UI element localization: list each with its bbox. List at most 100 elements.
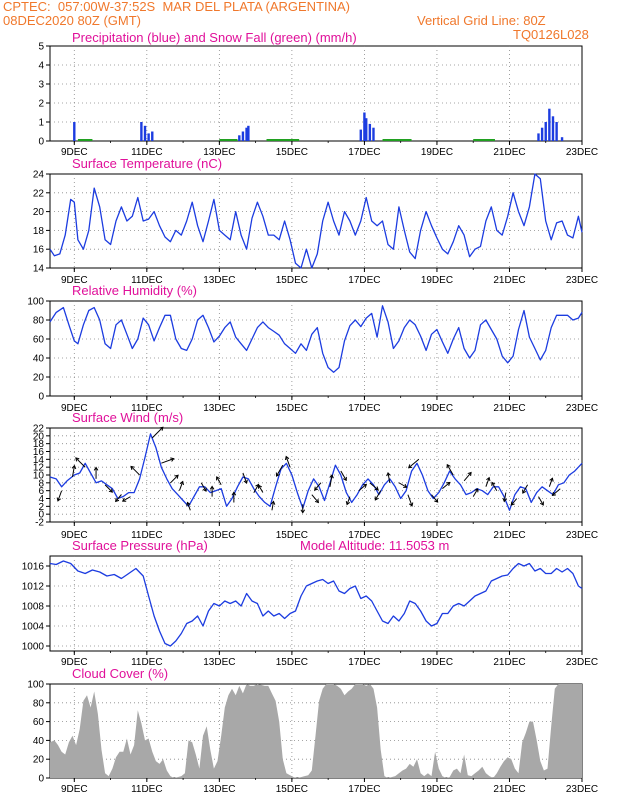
wind-arrow-head [539,501,544,506]
wind-arrow [187,502,191,511]
y-tick-label: -2 [35,518,44,529]
x-tick-label: 17DEC [348,657,380,668]
wind-arrow [446,464,454,476]
wind-arrow-head [408,502,414,507]
precip-bar [143,125,147,141]
y-tick-label: 40 [33,354,45,365]
panel-title: Surface Wind (m/s) [72,410,183,425]
precip-bar [365,118,368,141]
y-tick-label: 22 [33,424,45,435]
y-tick-label: 20 [33,373,45,384]
y-tick-label: 16 [33,447,45,458]
wind-arrow-head [510,501,515,506]
precip-bar [73,122,76,141]
x-tick-label: 11DEC [131,657,163,668]
wind-arrow [548,478,553,487]
y-tick-label: 6 [38,486,44,497]
precip-bar [548,108,551,141]
y-tick-label: 20 [33,431,45,442]
snow-bar [382,139,412,141]
x-tick-label: 11DEC [131,403,163,414]
x-tick-label: 21DEC [493,530,525,541]
wind-arrow [258,485,264,493]
wind-arrow [503,492,507,502]
wind-arrow-head [75,457,80,462]
wind-arrow-head [314,498,319,504]
x-tick-label: 17DEC [348,403,380,414]
x-tick-label: 15DEC [276,530,308,541]
precip-bar [544,122,547,141]
wind-arrow-head [275,472,280,477]
y-tick-label: 1012 [22,582,45,593]
panel-frame [49,300,583,397]
grid-line-note: Vertical Grid Line: 80Z [417,13,546,28]
snow-bar [473,139,495,141]
y-tick-label: 1008 [22,602,45,613]
wind-arrow-head [108,488,113,493]
x-tick-label: 17DEC [348,147,380,158]
wind-arrow [151,426,164,439]
wind-arrow [57,490,63,502]
wind-arrow [463,472,472,482]
wind-arrow [200,482,207,492]
wind-arrow [398,482,407,488]
wind-arrow-head [270,500,276,505]
wind-arrow [369,482,379,491]
x-tick-label: 13DEC [203,657,235,668]
wind-arrow-head [71,464,77,470]
panel-title: Cloud Cover (%) [72,666,168,681]
series-line [49,173,583,269]
y-tick-label: 18 [33,226,45,237]
wind-arrow [329,474,333,487]
wind-arrow-head [130,465,135,470]
x-tick-label: 13DEC [203,530,235,541]
x-tick-label: 19DEC [421,275,453,286]
panel-title: Relative Humidity (%) [72,283,197,298]
precip-bar [537,133,540,141]
x-tick-label: 9DEC [61,784,88,795]
wind-arrow [216,476,222,485]
wind-arrow [242,472,248,484]
wind-arrow [346,496,351,505]
y-tick-label: 24 [33,170,45,181]
x-tick-label: 15DEC [276,784,308,795]
wind-arrow-head [522,489,527,494]
wind-arrow-head [258,484,263,489]
wind-arrow [285,456,291,468]
x-tick-label: 21DEC [493,657,525,668]
panel-frame [49,173,583,269]
x-tick-label: 9DEC [61,530,88,541]
series-line [49,433,583,511]
wind-arrow-head [159,426,164,431]
wind-arrow-head [446,463,451,469]
wind-arrow [442,482,451,490]
wind-arrow-head [179,480,184,486]
wind-arrow-head [474,488,479,493]
y-tick-label: 100 [27,297,44,308]
wind-arrow-head [209,485,215,490]
wind-arrow-head [342,476,347,482]
y-tick-label: 5 [38,42,44,53]
wind-arrow [538,496,544,506]
x-tick-label: 19DEC [421,403,453,414]
x-tick-label: 13DEC [203,147,235,158]
precip-bar [363,112,366,141]
x-tick-label: 21DEC [493,275,525,286]
wind-arrow-head [56,497,61,502]
wind-arrow-head [314,486,319,491]
precip-bar [540,127,544,141]
x-tick-label: 19DEC [421,530,453,541]
y-tick-label: 3 [38,80,44,91]
wind-arrow [75,457,86,468]
x-tick-label: 21DEC [493,403,525,414]
wind-arrow-head [486,476,491,482]
station-header: CPTEC: 057:00W-37:52S MAR DEL PLATA (ARG… [3,0,351,14]
y-tick-label: 2 [38,99,44,110]
y-tick-label: 0 [38,510,44,521]
precip-bar [147,133,150,141]
wind-arrow-head [121,497,127,502]
precip-bar [247,125,250,141]
wind-arrow-head [345,500,351,506]
y-tick-label: 22 [33,188,45,199]
